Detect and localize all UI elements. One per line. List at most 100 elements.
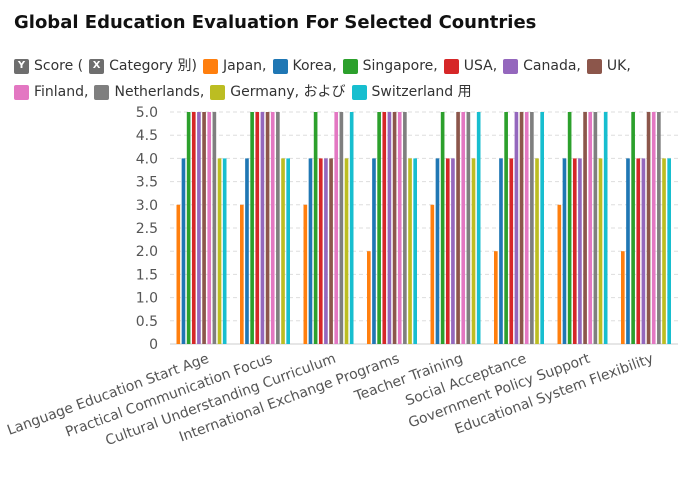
legend-item[interactable]: Japan,: [203, 56, 267, 76]
bar: [240, 204, 244, 344]
bar: [260, 112, 265, 344]
bar: [265, 112, 270, 344]
bar: [535, 158, 539, 344]
bar: [191, 112, 196, 344]
bar: [524, 112, 529, 344]
bar: [276, 112, 280, 344]
axis-badge-icon: Y: [14, 58, 29, 74]
legend-label: Japan,: [223, 58, 267, 74]
y-tick-label: 4.5: [136, 128, 158, 144]
bar: [367, 251, 371, 344]
bar: [514, 112, 519, 344]
legend-swatch: [210, 84, 226, 100]
legend-item[interactable]: Netherlands,: [94, 82, 204, 102]
bar: [662, 158, 666, 344]
bar: [593, 112, 598, 344]
bar: [382, 112, 387, 344]
bar: [445, 158, 450, 344]
y-tick-label: 3.5: [136, 175, 158, 191]
bar: [344, 158, 349, 344]
bar: [583, 112, 587, 344]
bar: [598, 158, 603, 344]
bar: [334, 112, 339, 344]
bar: [397, 112, 402, 344]
legend-item[interactable]: Singapore,: [342, 56, 438, 76]
legend-label: Category 別): [109, 58, 197, 74]
bar: [540, 112, 544, 344]
legend-item[interactable]: USA,: [443, 56, 498, 76]
legend-axis-item[interactable]: X Category 別): [89, 56, 197, 76]
bar: [657, 112, 661, 344]
legend: Y Score ( X Category 別) Japan, Korea, Singapor…: [14, 56, 684, 102]
bar: [504, 112, 508, 344]
bar: [667, 158, 671, 344]
legend-item[interactable]: Korea,: [272, 56, 337, 76]
legend-label: Korea,: [292, 58, 337, 74]
legend-swatch: [94, 84, 110, 100]
y-tick-label: 3.0: [136, 198, 158, 214]
bar: [197, 112, 201, 344]
bar: [588, 112, 593, 344]
legend-axis-item[interactable]: Y Score (: [14, 56, 83, 76]
bar: [222, 158, 227, 344]
bar: [646, 112, 651, 344]
bar: [255, 112, 260, 344]
bar: [349, 112, 354, 344]
bar: [392, 112, 397, 344]
bar: [207, 112, 212, 344]
legend-item[interactable]: UK,: [586, 56, 631, 76]
bar: [286, 158, 290, 344]
y-tick-label: 0.5: [136, 314, 158, 330]
legend-item[interactable]: Switzerland 用: [351, 82, 472, 102]
y-tick-label: 4.0: [136, 151, 158, 167]
bar: [403, 112, 407, 344]
bar: [186, 112, 191, 344]
legend-swatch: [443, 58, 459, 74]
y-tick-label: 2.0: [136, 244, 158, 260]
bar: [578, 158, 582, 344]
bar: [509, 158, 514, 344]
legend-item[interactable]: Germany, および: [210, 82, 346, 102]
bar: [631, 112, 635, 344]
legend-label: Canada,: [523, 58, 581, 74]
legend-label: USA,: [463, 58, 498, 74]
bar: [318, 158, 323, 344]
bar: [572, 158, 577, 344]
bar: [435, 158, 440, 344]
bar: [471, 158, 476, 344]
bar: [250, 112, 254, 344]
bar: [181, 158, 186, 344]
y-tick-label: 5.0: [136, 105, 158, 121]
legend-swatch: [203, 58, 218, 74]
bar: [562, 158, 567, 344]
legend-label: Germany, および: [230, 84, 346, 100]
legend-item[interactable]: Finland,: [14, 82, 88, 102]
bar: [567, 112, 572, 344]
bar: [372, 158, 376, 344]
legend-item[interactable]: Canada,: [503, 56, 581, 76]
legend-label: Score (: [34, 58, 84, 74]
bar: [641, 158, 646, 344]
y-tick-label: 1.5: [136, 267, 158, 283]
bar: [651, 112, 656, 344]
bar: [303, 204, 308, 344]
legend-label: Finland,: [34, 84, 89, 100]
bar: [313, 112, 318, 344]
bar: [202, 112, 206, 344]
legend-swatch: [272, 58, 288, 74]
bar: [329, 158, 333, 344]
legend-swatch: [586, 58, 602, 74]
bar: [245, 158, 249, 344]
bar: [530, 112, 534, 344]
bar: [603, 112, 608, 344]
legend-label: Netherlands,: [114, 84, 205, 100]
bar: [217, 158, 222, 344]
bar: [466, 112, 471, 344]
legend-label: UK,: [606, 58, 631, 74]
y-tick-label: 2.5: [136, 221, 158, 237]
bar: [413, 158, 417, 344]
bar: [636, 158, 641, 344]
bar: [430, 204, 435, 344]
bar: [387, 112, 392, 344]
